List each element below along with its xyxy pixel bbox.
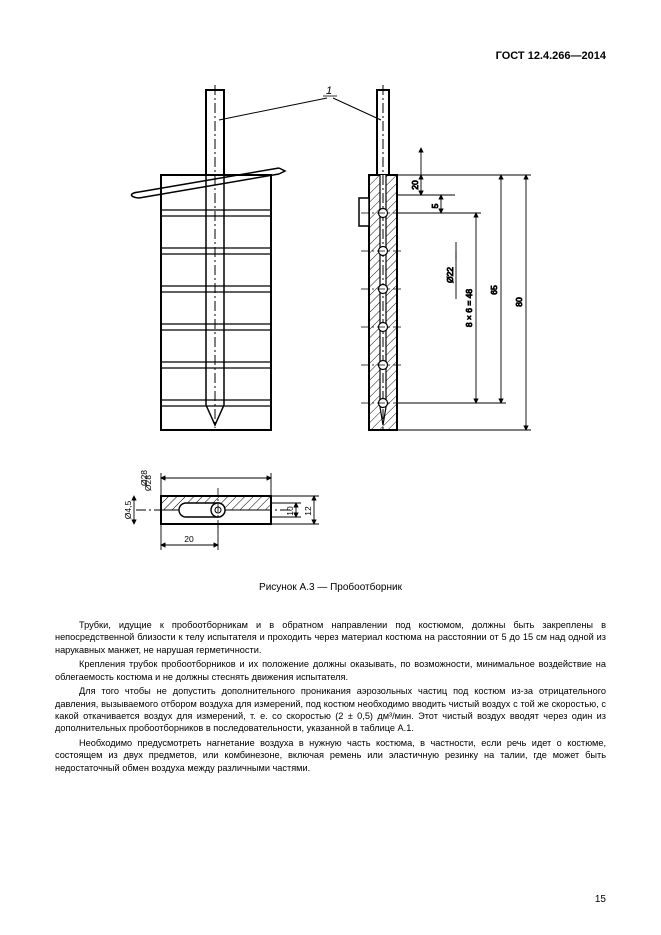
- probe-sampler-drawing: 1 20 5: [101, 80, 561, 570]
- callout-1-label: 1: [325, 85, 331, 97]
- figure-a3: 1 20 5: [55, 80, 606, 570]
- dim-65: 65: [489, 285, 499, 295]
- figure-caption: Рисунок А.3 — Пробоотборник: [55, 582, 606, 593]
- dim-5: 5: [430, 203, 440, 208]
- bottom-view: 20 Ø28 Ø4,5 Ø28: [123, 470, 319, 550]
- dim-bot-diam28-t: Ø28: [139, 470, 149, 486]
- para-1: Трубки, идущие к пробоотборникам и в обр…: [55, 619, 606, 656]
- page-number: 15: [595, 894, 606, 905]
- dim-20-top: 20: [410, 180, 420, 190]
- para-4: Необходимо предусмотреть нагнетание возд…: [55, 737, 606, 774]
- doc-id: ГОСТ 12.4.266—2014: [496, 50, 606, 62]
- dim-diam22: Ø22: [445, 267, 455, 283]
- dim-bot-20: 20: [184, 534, 194, 544]
- dim-bot-10: 10: [285, 506, 295, 516]
- right-view: [359, 85, 455, 430]
- doc-header: ГОСТ 12.4.266—2014: [55, 50, 606, 62]
- dim-bot-diam45: Ø4,5: [123, 501, 133, 520]
- dim-80: 80: [514, 297, 524, 307]
- para-3: Для того чтобы не допустить дополнительн…: [55, 685, 606, 735]
- page: ГОСТ 12.4.266—2014: [0, 0, 661, 935]
- dim-bot-12: 12: [303, 506, 313, 516]
- body-text: Трубки, идущие к пробоотборникам и в обр…: [55, 619, 606, 774]
- para-2: Крепления трубок пробоотборников и их по…: [55, 658, 606, 683]
- left-view: [131, 85, 285, 430]
- callout-1: 1: [219, 85, 381, 120]
- dim-slot: 8 × 6 = 48: [464, 289, 474, 328]
